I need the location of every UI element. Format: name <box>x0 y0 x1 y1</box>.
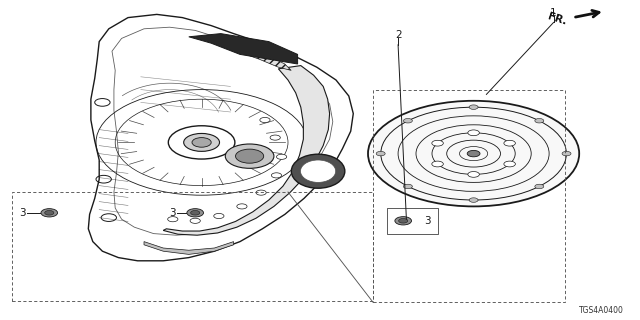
Polygon shape <box>221 42 291 70</box>
Circle shape <box>395 217 412 225</box>
Circle shape <box>271 173 282 178</box>
Circle shape <box>562 151 571 156</box>
Circle shape <box>468 130 479 136</box>
Text: FR.: FR. <box>546 12 568 27</box>
Circle shape <box>368 101 579 206</box>
Circle shape <box>535 184 544 189</box>
Circle shape <box>432 140 444 146</box>
Circle shape <box>270 135 280 140</box>
Bar <box>12 192 373 301</box>
Text: TGS4A0400: TGS4A0400 <box>579 306 624 315</box>
Circle shape <box>467 150 480 157</box>
Circle shape <box>190 218 200 223</box>
Circle shape <box>468 172 479 177</box>
Circle shape <box>225 144 274 168</box>
Circle shape <box>41 209 58 217</box>
Text: 2: 2 <box>395 30 401 40</box>
Circle shape <box>260 117 270 123</box>
Circle shape <box>399 219 408 223</box>
Text: 3: 3 <box>170 208 176 218</box>
Circle shape <box>168 217 178 222</box>
Circle shape <box>469 198 478 202</box>
Polygon shape <box>144 242 234 254</box>
Text: 1: 1 <box>550 8 557 18</box>
Circle shape <box>236 149 264 163</box>
Circle shape <box>504 161 515 167</box>
Circle shape <box>535 118 544 123</box>
Circle shape <box>184 133 220 151</box>
Circle shape <box>214 213 224 219</box>
Bar <box>387 208 438 234</box>
Circle shape <box>469 105 478 109</box>
Circle shape <box>403 118 412 123</box>
Circle shape <box>237 204 247 209</box>
Text: 3: 3 <box>19 208 26 218</box>
Circle shape <box>403 184 412 189</box>
Circle shape <box>256 190 266 195</box>
Circle shape <box>276 154 287 159</box>
Polygon shape <box>163 66 330 235</box>
Ellipse shape <box>291 154 345 188</box>
Circle shape <box>376 151 385 156</box>
Bar <box>373 90 565 302</box>
Circle shape <box>187 209 204 217</box>
Text: 3: 3 <box>424 216 431 226</box>
Ellipse shape <box>301 160 336 182</box>
Polygon shape <box>189 34 298 64</box>
Circle shape <box>432 161 444 167</box>
Circle shape <box>192 138 211 147</box>
Circle shape <box>191 211 200 215</box>
Circle shape <box>504 140 515 146</box>
Circle shape <box>45 211 54 215</box>
